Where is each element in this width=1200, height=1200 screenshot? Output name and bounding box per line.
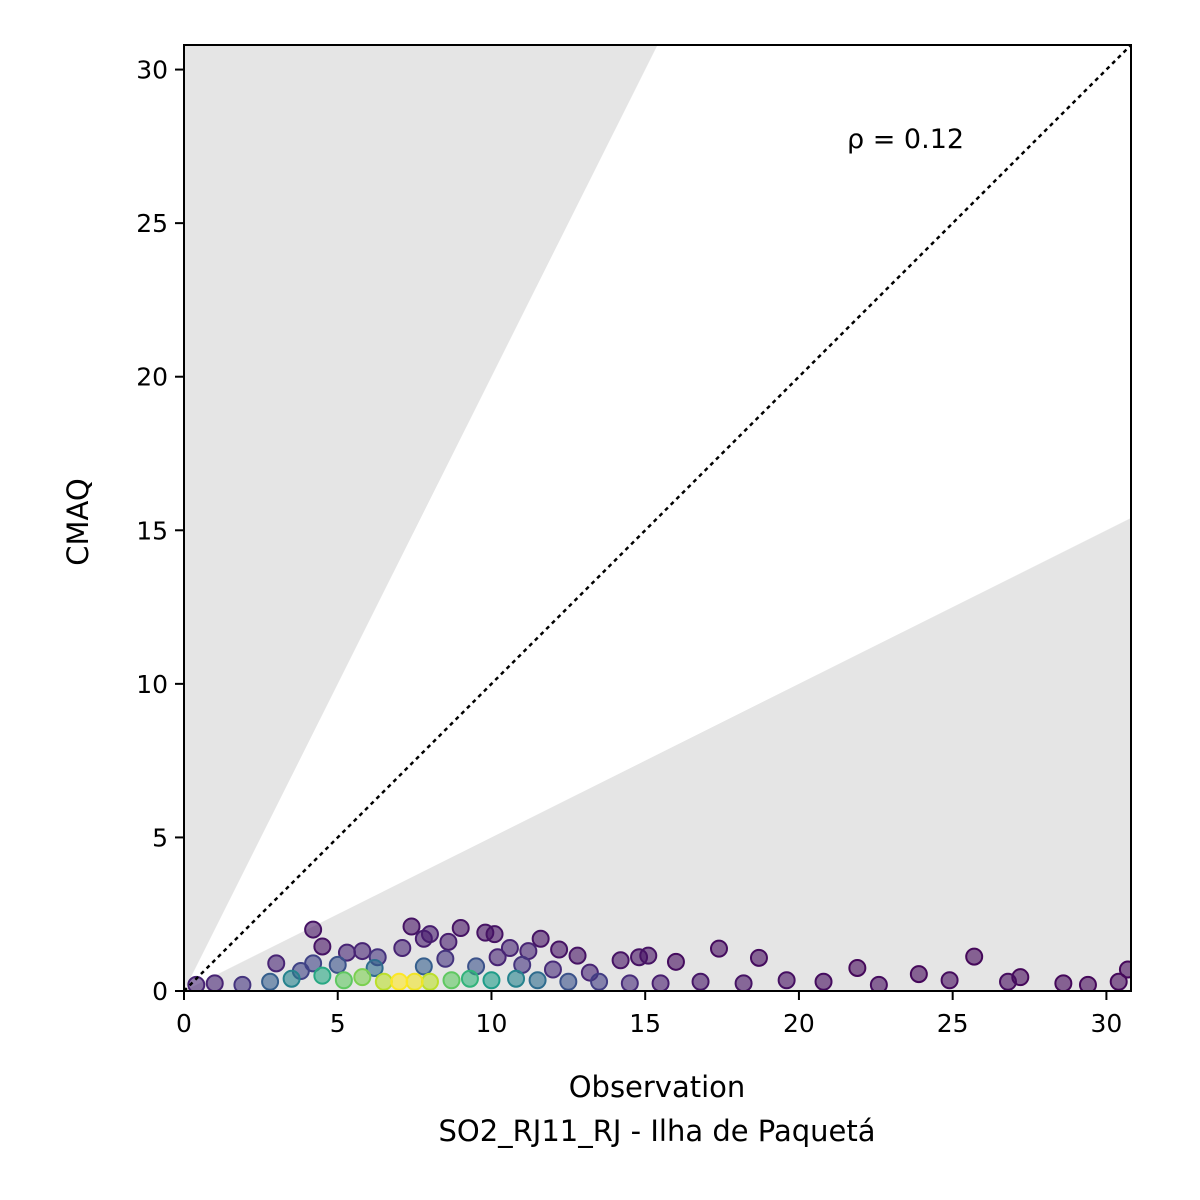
y-tick-label: 10 [136, 670, 168, 699]
scatter-point [734, 974, 753, 991]
scatter-point [940, 971, 959, 990]
x-tick-label: 30 [1090, 1009, 1122, 1038]
scatter-point [267, 954, 286, 973]
scatter-point [709, 939, 728, 958]
one-to-one-line [184, 45, 1131, 991]
scatter-point [500, 939, 519, 957]
x-tick-label: 15 [629, 1009, 661, 1038]
scatter-point [420, 972, 439, 991]
lower-shaded-region [184, 518, 1131, 991]
y-axis-ticks: 0 5 10 15 20 25 30 [136, 56, 184, 1006]
scatter-point [691, 972, 710, 991]
scatter-point [402, 917, 421, 936]
scatter-point [420, 925, 439, 944]
scatter-point [507, 969, 526, 988]
scatter-point [187, 975, 206, 991]
x-axis-label: Observation [569, 1070, 746, 1104]
scatter-point [528, 971, 547, 990]
scatter-point [451, 919, 470, 938]
scatter-point [999, 972, 1018, 991]
x-tick-label: 25 [937, 1009, 969, 1038]
scatter-point [313, 937, 332, 956]
scatter-point [568, 946, 587, 965]
scatter-point [531, 929, 550, 948]
scatter-point [390, 972, 409, 991]
scatter-point [485, 925, 504, 944]
scatter-point [436, 949, 455, 968]
scatter-point [651, 974, 670, 991]
upper-shaded-region [184, 45, 658, 991]
plot-area [184, 45, 1131, 991]
scatter-point [488, 948, 507, 967]
scatter-point [304, 920, 323, 939]
scatter-point [620, 974, 639, 991]
scatter-point [414, 957, 433, 976]
scatter-point [550, 940, 569, 959]
correlation-annotation: ρ = 0.12 [847, 124, 964, 155]
scatter-point [543, 960, 562, 979]
y-tick-label: 25 [136, 209, 168, 238]
scatter-point [639, 946, 658, 965]
scatter-point [233, 975, 252, 991]
y-tick-label: 15 [136, 516, 168, 545]
x-tick-label: 10 [476, 1009, 508, 1038]
scatter-point [374, 972, 393, 991]
scatter-point [439, 932, 458, 951]
scatter-point [282, 969, 301, 988]
y-tick-label: 0 [152, 977, 168, 1006]
scatter-point [965, 947, 984, 966]
y-tick-label: 5 [152, 823, 168, 852]
x-tick-label: 20 [783, 1009, 815, 1038]
scatter-point [1054, 974, 1073, 991]
scatter-point [814, 972, 833, 991]
scatter-point [611, 951, 630, 970]
y-tick-label: 20 [136, 363, 168, 392]
scatter-point [909, 965, 928, 984]
x-axis-ticks: 0 5 10 15 20 25 30 [176, 991, 1122, 1038]
scatter-point [328, 955, 347, 974]
scatter-point [405, 972, 424, 991]
scatter-point [442, 971, 461, 990]
scatter-point [1078, 975, 1097, 991]
scatter-point [365, 958, 384, 977]
scatter-point [353, 942, 372, 961]
scatter-point [848, 958, 867, 977]
scatter-point [393, 939, 412, 957]
scatter-point [590, 972, 609, 991]
scatter-point [777, 971, 796, 990]
scatter-point [460, 969, 479, 988]
scatter-points [187, 917, 1131, 991]
axes-frame [183, 44, 1132, 992]
chart-subtitle: SO2_RJ11_RJ - Ilha de Paquetá [438, 1114, 875, 1148]
scatter-point [1109, 972, 1128, 991]
scatter-point [353, 968, 372, 987]
scatter-point [869, 975, 888, 991]
y-tick-label: 30 [136, 56, 168, 85]
scatter-point [334, 971, 353, 990]
scatter-point [749, 948, 768, 967]
y-axis-label: CMAQ [61, 478, 95, 565]
scatter-point [205, 974, 224, 991]
scatter-point [482, 971, 501, 990]
scatter-point [261, 972, 280, 991]
x-tick-label: 5 [330, 1009, 346, 1038]
scatter-point [1118, 960, 1131, 979]
x-tick-label: 0 [176, 1009, 192, 1038]
scatter-point [666, 952, 685, 971]
scatter-point [559, 972, 578, 991]
scatter-point [313, 966, 332, 985]
